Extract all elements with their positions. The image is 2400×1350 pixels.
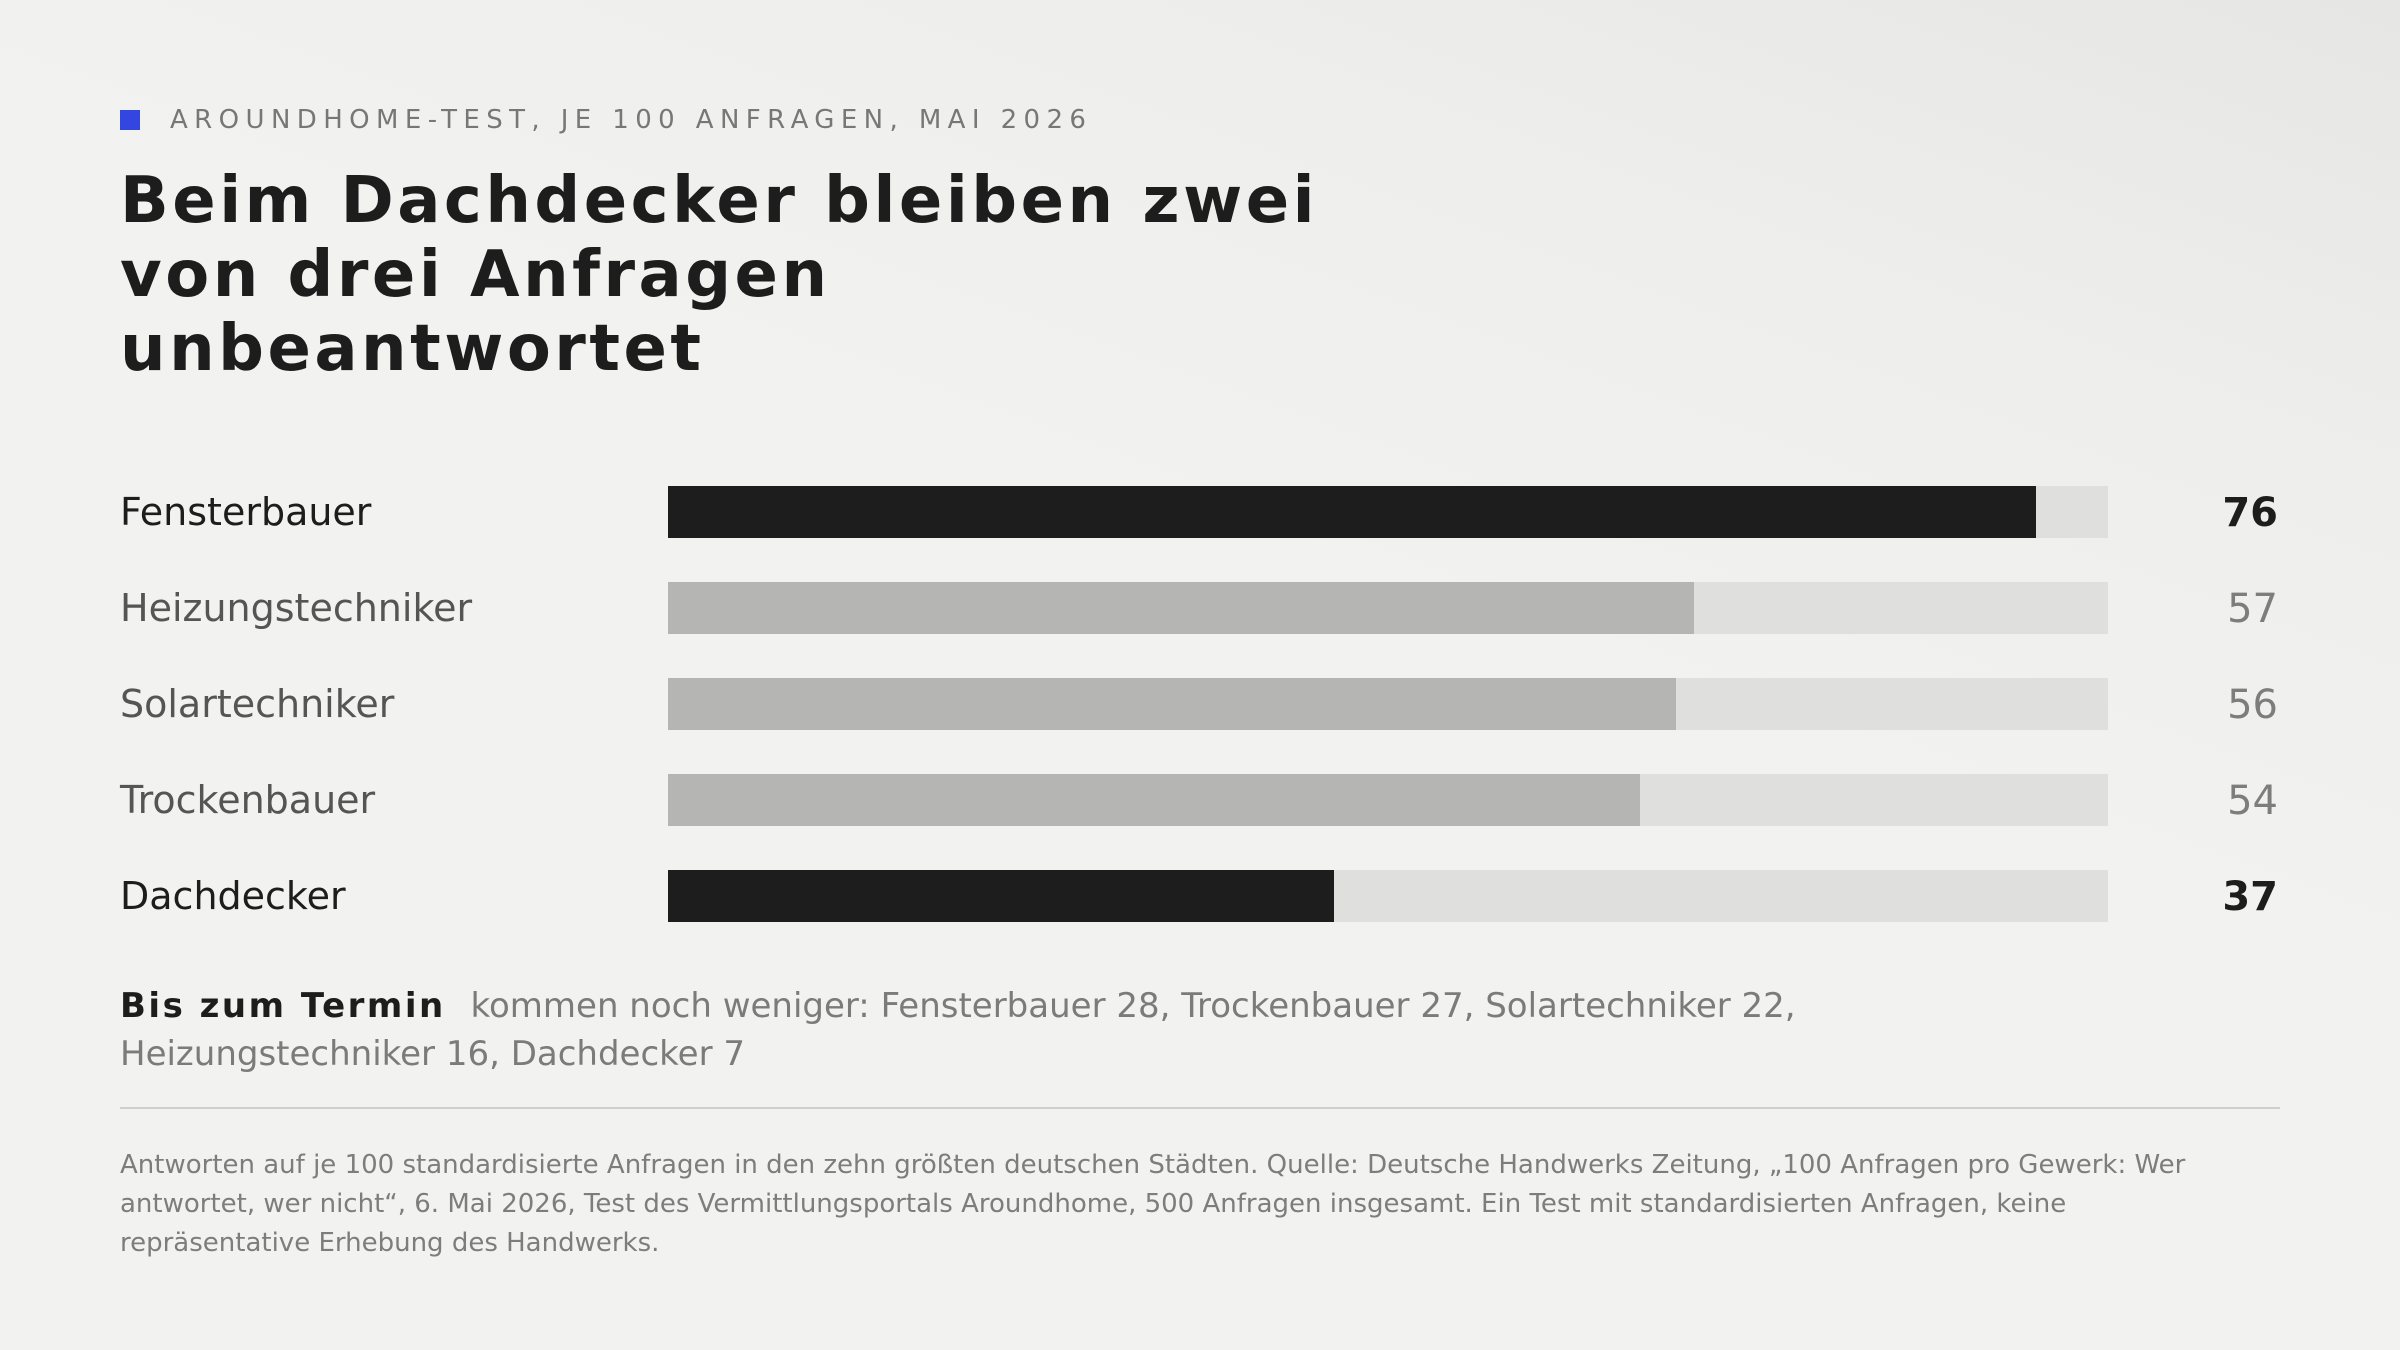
category-label: Heizungstechniker (120, 586, 472, 630)
note-text: kommen noch weniger: Fensterbauer 28, Tr… (120, 986, 1796, 1074)
bar-chart: Fensterbauer 76 Heizungstechniker 57 Solarte… (119, 486, 2278, 922)
category-label: Solartechniker (120, 682, 395, 726)
bar (668, 678, 1676, 730)
divider (120, 1107, 2280, 1109)
kicker-text: AROUNDHOME-TEST, JE 100 ANFRAGEN, MAI 20… (170, 105, 1093, 135)
accent-square-icon (120, 110, 140, 130)
value-label: 54 (2227, 778, 2278, 824)
bar (668, 774, 1640, 826)
value-label: 56 (2227, 682, 2278, 728)
category-label: Dachdecker (120, 874, 346, 918)
bar (668, 582, 1694, 634)
kicker: AROUNDHOME-TEST, JE 100 ANFRAGEN, MAI 20… (120, 104, 1092, 136)
bar (668, 870, 1334, 922)
note-lead: Bis zum Termin (120, 986, 446, 1026)
note: Bis zum Termin kommen noch weniger: Fens… (120, 982, 2120, 1078)
source-footnote: Antworten auf je 100 standardisierte Anf… (120, 1150, 2186, 1258)
category-label: Trockenbauer (119, 778, 376, 822)
value-label: 57 (2227, 586, 2278, 632)
bar (668, 486, 2036, 538)
chart-title: Beim Dachdecker bleiben zwei von drei An… (120, 164, 1319, 386)
value-label: 37 (2222, 874, 2278, 920)
value-label: 76 (2222, 490, 2278, 536)
category-label: Fensterbauer (120, 490, 372, 534)
